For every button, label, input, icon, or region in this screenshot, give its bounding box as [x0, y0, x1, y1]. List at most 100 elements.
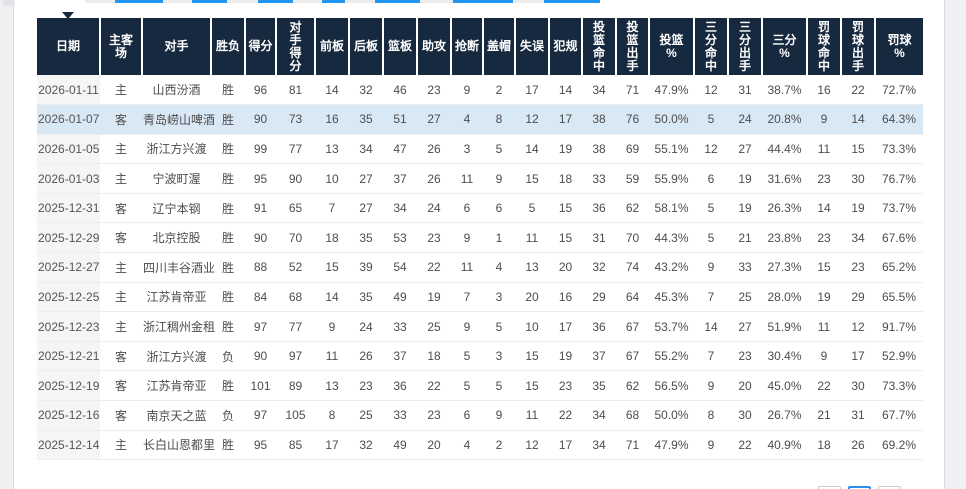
stat-cell: 73.3%: [875, 370, 923, 402]
column-header-6[interactable]: 前板: [315, 18, 350, 75]
tab-indicator[interactable]: [375, 0, 420, 3]
column-header-3[interactable]: 胜负: [211, 18, 246, 75]
tab-indicator[interactable]: [192, 0, 227, 3]
column-header-11[interactable]: 盖帽: [483, 18, 516, 75]
stat-cell: 负: [211, 400, 245, 431]
stat-cell: 主: [100, 282, 142, 313]
table-row[interactable]: 2025-12-14 主长白山恩都里胜 95 85 17 32 49 20 4 2 12 17 34 71…: [37, 430, 923, 461]
stat-cell: 81: [276, 75, 315, 106]
pagination-button-active[interactable]: [848, 486, 871, 489]
tab-indicator[interactable]: [115, 0, 163, 3]
stat-cell: 17: [515, 75, 549, 106]
table-row[interactable]: 2025-12-25 主江苏肯帝亚胜 84 68 14 35 49 19 7 3 20 16 29 64 4…: [37, 282, 923, 313]
column-header-8[interactable]: 篮板: [383, 18, 418, 75]
column-header-13[interactable]: 犯规: [549, 18, 583, 75]
stat-cell: 85: [276, 430, 315, 461]
stat-cell: 9: [483, 400, 515, 431]
table-row[interactable]: 2025-12-29 客北京控股胜 90 70 18 35 53 23 9 1 11 15 31 70 44…: [37, 222, 923, 254]
stat-cell: 96: [245, 75, 276, 106]
pagination-button[interactable]: [878, 486, 901, 489]
table-row[interactable]: 2026-01-05 主浙江方兴渡胜 99 77 13 34 47 26 3 5 14 19 38 69 5…: [37, 134, 923, 165]
column-header-16[interactable]: 投篮 %: [649, 18, 695, 75]
table-row[interactable]: 2025-12-16 客南京天之蓝负 97 105 8 25 33 23 6 9 11 22 34 68 5…: [37, 400, 923, 431]
stat-cell: 12: [515, 104, 549, 135]
stat-cell: 73: [276, 104, 315, 135]
stat-cell: 29: [841, 282, 875, 313]
stat-cell: 38: [582, 104, 616, 135]
stat-cell: 65: [276, 193, 315, 224]
stat-cell: 34: [383, 193, 417, 224]
stat-cell: 36: [582, 311, 616, 342]
stat-cell: 84: [245, 282, 276, 313]
stat-cell: 62: [616, 193, 649, 224]
table-row[interactable]: 2025-12-31 客辽宁本钢胜 91 65 7 27 34 24 6 6 5 15 36 62 58.1…: [37, 193, 923, 224]
stat-cell: 11: [515, 400, 549, 431]
table-row[interactable]: 2026-01-11 主山西汾酒胜 96 81 14 32 46 23 9 2 17 14 34 71 47…: [37, 75, 923, 106]
stat-cell: 25: [349, 400, 383, 431]
stat-cell: 39: [349, 252, 383, 283]
column-header-5[interactable]: 对 手 得 分: [276, 18, 316, 75]
column-header-4[interactable]: 得分: [245, 18, 277, 75]
tab-indicator[interactable]: [258, 0, 293, 3]
stat-cell: 55.9%: [649, 163, 694, 194]
stat-cell: 胜: [211, 311, 245, 342]
table-row[interactable]: 2025-12-21 客浙江方兴渡负 90 97 11 26 37 18 5 3 15 19 37 67 5…: [37, 341, 923, 372]
stat-cell: 34: [582, 430, 616, 461]
column-header-21[interactable]: 罚 球 出 手: [841, 18, 876, 75]
table-row[interactable]: 2026-01-03 主宁波町渥胜 95 90 10 27 37 26 11 9 15 18 33 59 5…: [37, 163, 923, 194]
stat-cell: 3: [483, 282, 515, 313]
stat-cell: 89: [276, 370, 315, 402]
column-header-2[interactable]: 对手: [142, 18, 212, 75]
column-header-1[interactable]: 主客 场: [100, 18, 143, 75]
stat-cell: 23: [728, 341, 762, 372]
stat-cell: 辽宁本钢: [142, 193, 211, 224]
tab-indicator[interactable]: [453, 0, 513, 3]
column-header-22[interactable]: 罚球 %: [875, 18, 923, 75]
stat-cell: 9: [451, 75, 483, 106]
stat-cell: 27: [728, 134, 762, 165]
table-row[interactable]: 2025-12-27 主四川丰谷酒业胜 88 52 15 39 54 22 11 4 13 20 32 7…: [37, 252, 923, 283]
column-header-17[interactable]: 三 分 命 中: [694, 18, 729, 75]
column-header-0[interactable]: 日期: [37, 18, 101, 75]
column-header-19[interactable]: 三分 %: [762, 18, 808, 75]
column-header-14[interactable]: 投 篮 命 中: [582, 18, 617, 75]
stat-cell: 9: [694, 430, 728, 461]
stat-cell: 主: [100, 75, 142, 106]
table-row[interactable]: 2026-01-07 客青岛崂山啤酒胜 90 73 16 35 51 27 4 8 12 17 38 76…: [37, 104, 923, 135]
stat-cell: 16: [807, 75, 841, 106]
stat-cell: 13: [315, 134, 349, 165]
stat-cell: 76.7%: [875, 163, 923, 194]
table-row[interactable]: 2025-12-23 主浙江稠州金租胜 97 77 9 24 33 25 9 5 10 17 36 67 5…: [37, 311, 923, 342]
stat-cell: 90: [245, 341, 276, 372]
stat-cell: 40.9%: [762, 430, 807, 461]
stat-cell: 21: [728, 222, 762, 254]
stat-cell: 50.0%: [649, 400, 694, 431]
pagination-button[interactable]: [818, 486, 841, 489]
column-header-15[interactable]: 投 篮 出 手: [616, 18, 650, 75]
column-header-20[interactable]: 罚 球 命 中: [807, 18, 842, 75]
stat-cell: 20: [515, 282, 549, 313]
stat-cell: 胜: [211, 134, 245, 165]
stat-cell: 37: [582, 341, 616, 372]
column-header-10[interactable]: 抢断: [451, 18, 484, 75]
stat-cell: 26: [417, 163, 451, 194]
column-header-9[interactable]: 助攻: [417, 18, 452, 75]
stat-cell: 胜: [211, 193, 245, 224]
stat-cell: 64.3%: [875, 104, 923, 135]
stat-cell: 北京控股: [142, 222, 211, 254]
stat-cell: 22: [728, 430, 762, 461]
stat-cell: 15: [549, 222, 582, 254]
column-header-7[interactable]: 后板: [349, 18, 384, 75]
stat-cell: 32: [349, 430, 383, 461]
stat-cell: 9: [807, 104, 841, 135]
tab-indicator[interactable]: [544, 0, 600, 3]
tab-indicator[interactable]: [322, 0, 345, 3]
stat-cell: 胜: [211, 104, 245, 135]
table-row[interactable]: 2025-12-19 客江苏肯帝亚胜 101 89 13 23 36 22 5 5 15 23 35 62…: [37, 370, 923, 402]
stat-cell: 客: [100, 370, 142, 402]
stat-cell: 5: [694, 104, 728, 135]
stat-cell: 4: [451, 104, 483, 135]
column-header-12[interactable]: 失误: [515, 18, 550, 75]
column-header-18[interactable]: 三 分 出 手: [728, 18, 763, 75]
stat-cell: 24: [417, 193, 451, 224]
